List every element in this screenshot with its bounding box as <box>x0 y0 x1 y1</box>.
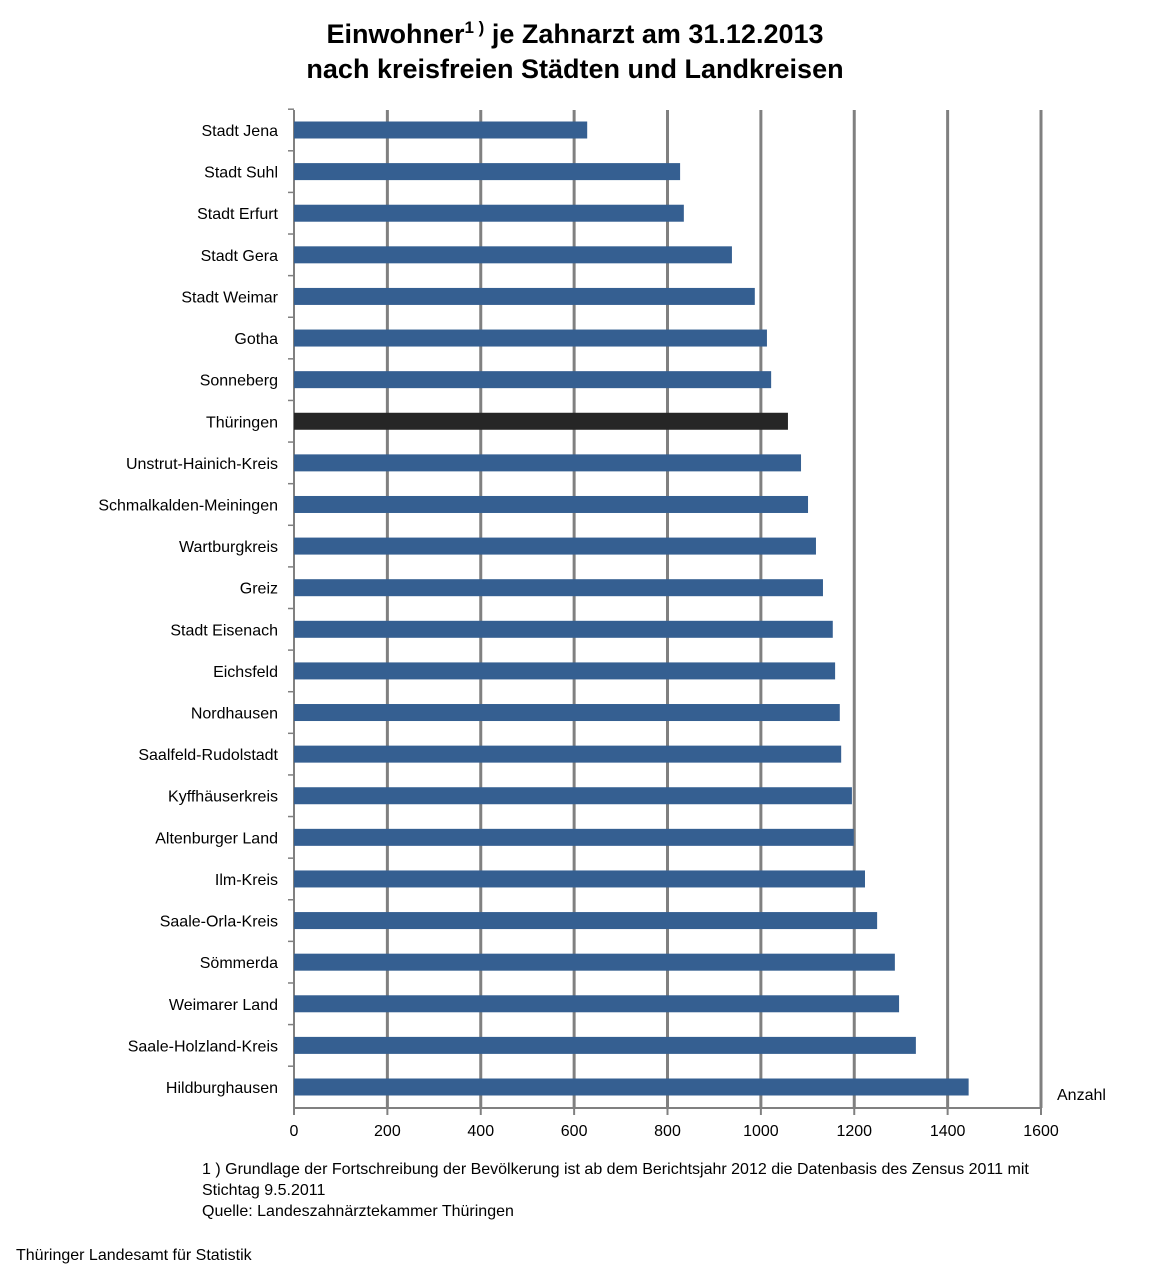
category-label: Saale-Orla-Kreis <box>160 914 278 931</box>
bar-gotha <box>294 329 767 347</box>
bar-thüringen <box>294 412 788 430</box>
x-tick-label: 1600 <box>1023 1123 1059 1140</box>
source-note: Quelle: Landeszahnärztekammer Thüringen <box>202 1203 514 1220</box>
category-label: Eichsfeld <box>213 664 278 681</box>
bar-sömmerda <box>294 953 895 971</box>
category-label: Schmalkalden-Meiningen <box>98 497 278 514</box>
x-tick-label: 1200 <box>836 1123 872 1140</box>
bar-saalfeld-rudolstadt <box>294 745 842 763</box>
category-label: Greiz <box>240 581 278 598</box>
chart-title-line2: nach kreisfreien Städten und Landkreisen <box>306 54 844 84</box>
bar-saale-holzland-kreis <box>294 1036 916 1054</box>
bar-saale-orla-kreis <box>294 912 878 930</box>
category-label: Nordhausen <box>191 706 278 723</box>
footnote-2: Stichtag 9.5.2011 <box>202 1182 326 1199</box>
category-label: Saale-Holzland-Kreis <box>128 1038 278 1055</box>
x-tick-label: 600 <box>561 1123 588 1140</box>
bar-weimarer-land <box>294 995 900 1013</box>
bar-kyffhäuserkreis <box>294 787 852 805</box>
category-label: Stadt Eisenach <box>170 622 278 639</box>
x-tick-label: 0 <box>290 1123 299 1140</box>
bar-stadt-suhl <box>294 163 681 181</box>
bar-nordhausen <box>294 704 840 722</box>
category-label: Ilm-Kreis <box>215 872 278 889</box>
publisher-note: Thüringer Landesamt für Statistik <box>16 1247 252 1264</box>
chart-title-line1: Einwohner1 ) je Zahnarzt am 31.12.2013 <box>326 18 824 49</box>
category-label: Gotha <box>234 331 278 348</box>
category-label: Thüringen <box>206 414 278 431</box>
x-tick-label: 1400 <box>930 1123 966 1140</box>
category-label: Stadt Gera <box>201 248 278 265</box>
category-label: Saalfeld-Rudolstadt <box>138 747 278 764</box>
x-tick-label: 400 <box>467 1123 494 1140</box>
bar-ilm-kreis <box>294 870 865 888</box>
x-axis-label: Anzahl <box>1057 1087 1106 1104</box>
category-label: Wartburgkreis <box>179 539 278 556</box>
bar-hildburghausen <box>294 1078 969 1096</box>
category-label: Stadt Erfurt <box>197 206 278 223</box>
bar-stadt-jena <box>294 121 588 139</box>
bar-wartburgkreis <box>294 537 816 555</box>
x-tick-label: 1000 <box>743 1123 779 1140</box>
bar-eichsfeld <box>294 662 836 680</box>
category-label: Stadt Suhl <box>204 165 278 182</box>
category-label: Sonneberg <box>200 373 278 390</box>
bar-stadt-erfurt <box>294 204 684 222</box>
category-label: Stadt Jena <box>202 123 279 140</box>
footnote-1: 1 ) Grundlage der Fortschreibung der Bev… <box>202 1161 1029 1178</box>
category-label: Hildburghausen <box>166 1080 278 1097</box>
bar-sonneberg <box>294 371 772 389</box>
bar-stadt-gera <box>294 246 732 264</box>
bar-stadt-weimar <box>294 287 755 305</box>
bar-greiz <box>294 579 823 597</box>
category-label: Altenburger Land <box>155 830 278 847</box>
bar-stadt-eisenach <box>294 620 833 638</box>
bar-chart: 0 200 400 600 800 1000 1200 1400 1600 Stadt Jena S… <box>98 108 1106 1140</box>
category-label: Kyffhäuserkreis <box>168 789 278 806</box>
category-label: Sömmerda <box>200 955 278 972</box>
category-label: Stadt Weimar <box>181 289 278 306</box>
bar-altenburger-land <box>294 828 854 846</box>
category-label: Unstrut-Hainich-Kreis <box>126 456 278 473</box>
bar-schmalkalden-meiningen <box>294 495 809 513</box>
category-label: Weimarer Land <box>169 997 278 1014</box>
x-tick-label: 200 <box>374 1123 401 1140</box>
bar-unstrut-hainich-kreis <box>294 454 802 472</box>
x-tick-label: 800 <box>654 1123 681 1140</box>
